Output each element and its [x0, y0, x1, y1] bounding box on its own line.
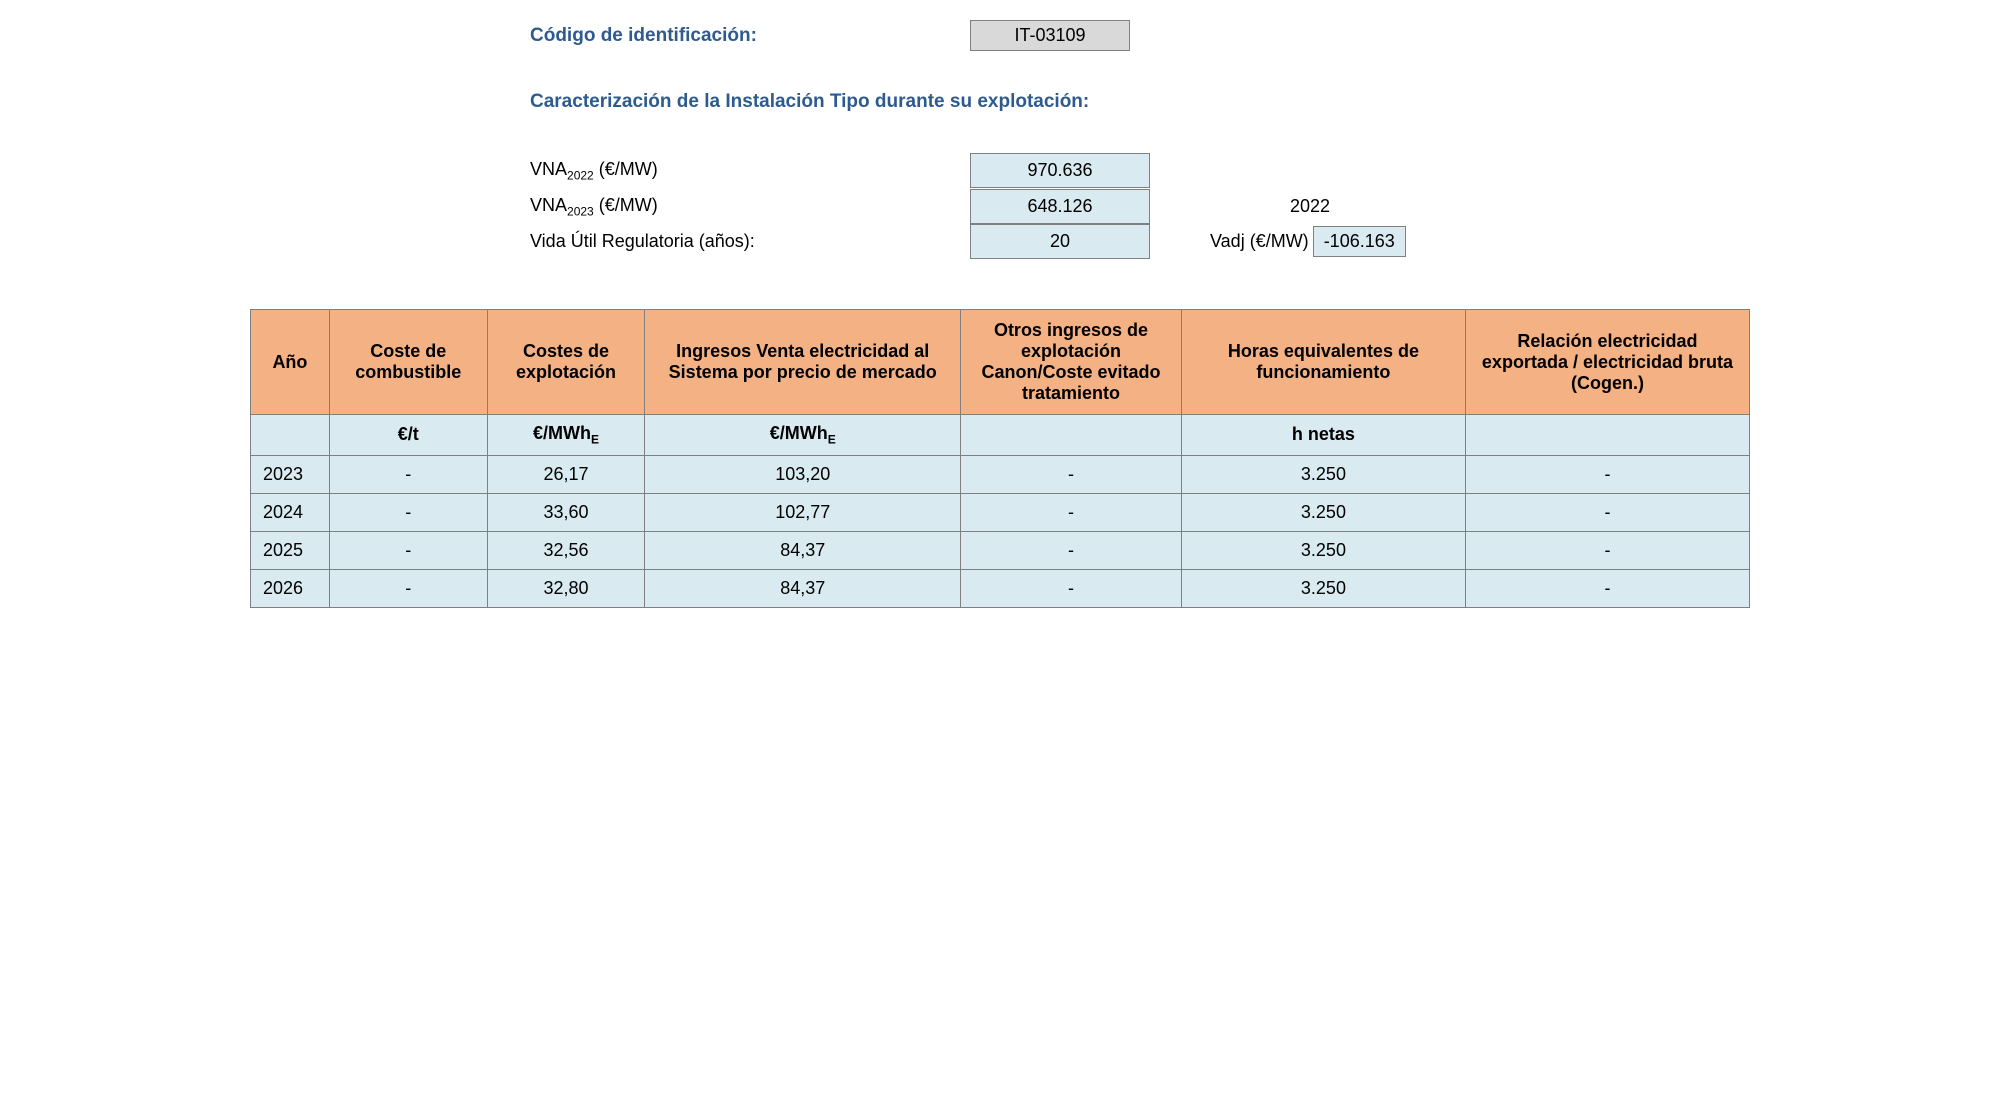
code-value-box: IT-03109: [970, 20, 1130, 51]
vna2022-row: VNA2022 (€/MW) 970.636: [530, 153, 1750, 189]
table-row: 2026-32,8084,37-3.250-: [251, 569, 1750, 607]
cell-ingresos: 102,77: [645, 493, 961, 531]
cell-combustible: -: [329, 493, 487, 531]
cell-explotacion: 26,17: [487, 455, 645, 493]
vna2023-value: 648.126: [970, 189, 1150, 224]
cell-explotacion: 32,56: [487, 531, 645, 569]
cell-relacion: -: [1465, 455, 1749, 493]
vna2022-suffix: (€/MW): [594, 159, 658, 179]
unit-horas-text: h netas: [1292, 424, 1355, 444]
cell-relacion: -: [1465, 531, 1749, 569]
cell-horas: 3.250: [1181, 455, 1465, 493]
unit-combustible: €/t: [329, 415, 487, 456]
vida-value: 20: [970, 224, 1150, 259]
header-explotacion: Costes de explotación: [487, 310, 645, 415]
cell-ingresos: 84,37: [645, 569, 961, 607]
cell-explotacion: 33,60: [487, 493, 645, 531]
cell-year: 2025: [251, 531, 330, 569]
table-row: 2024-33,60102,77-3.250-: [251, 493, 1750, 531]
header-ingresos-venta: Ingresos Venta electricidad al Sistema p…: [645, 310, 961, 415]
code-row: Código de identificación: IT-03109: [530, 20, 1750, 51]
header-relacion-sub: (Cogen.): [1571, 373, 1644, 393]
cell-combustible: -: [329, 455, 487, 493]
unit-explotacion: €/MWhE: [487, 415, 645, 456]
cell-ingresos: 103,20: [645, 455, 961, 493]
document-container: Código de identificación: IT-03109 Carac…: [250, 20, 1750, 608]
unit-ingr-prefix: €/MWh: [770, 423, 828, 443]
code-label: Código de identificación:: [530, 25, 970, 47]
unit-otros: [961, 415, 1182, 456]
cell-relacion: -: [1465, 569, 1749, 607]
header-section: Código de identificación: IT-03109 Carac…: [530, 20, 1750, 113]
cell-year: 2026: [251, 569, 330, 607]
cell-otros: -: [961, 455, 1182, 493]
cell-combustible: -: [329, 531, 487, 569]
cell-combustible: -: [329, 569, 487, 607]
table-row: 2025-32,5684,37-3.250-: [251, 531, 1750, 569]
vna2022-label: VNA2022 (€/MW): [530, 153, 970, 189]
vida-label: Vida Útil Regulatoria (años):: [530, 225, 970, 258]
cell-year: 2023: [251, 455, 330, 493]
cell-horas: 3.250: [1181, 569, 1465, 607]
header-year: Año: [251, 310, 330, 415]
vna2023-label: VNA2023 (€/MW): [530, 189, 970, 225]
header-row: Año Coste de combustible Costes de explo…: [251, 310, 1750, 415]
unit-horas: h netas: [1181, 415, 1465, 456]
cell-year: 2024: [251, 493, 330, 531]
header-relacion-text: Relación electricidad exportada / electr…: [1482, 331, 1733, 372]
vna2022-sub: 2022: [567, 169, 594, 183]
header-otros-ingresos: Otros ingresos de explotación Canon/Cost…: [961, 310, 1182, 415]
unit-expl-prefix: €/MWh: [533, 423, 591, 443]
cell-otros: -: [961, 531, 1182, 569]
vna2023-suffix: (€/MW): [594, 195, 658, 215]
table-row: 2023-26,17103,20-3.250-: [251, 455, 1750, 493]
year-side: 2022: [1260, 196, 1360, 217]
cell-ingresos: 84,37: [645, 531, 961, 569]
vna2023-sub: 2023: [567, 204, 594, 218]
cell-explotacion: 32,80: [487, 569, 645, 607]
data-table: Año Coste de combustible Costes de explo…: [250, 309, 1750, 608]
section-title: Caracterización de la Instalación Tipo d…: [530, 91, 1750, 113]
table-body: 2023-26,17103,20-3.250-2024-33,60102,77-…: [251, 455, 1750, 607]
header-horas: Horas equivalentes de funcionamiento: [1181, 310, 1465, 415]
cell-horas: 3.250: [1181, 531, 1465, 569]
header-combustible: Coste de combustible: [329, 310, 487, 415]
cell-otros: -: [961, 493, 1182, 531]
vna2023-row: VNA2023 (€/MW) 648.126 2022: [530, 189, 1750, 225]
header-relacion: Relación electricidad exportada / electr…: [1465, 310, 1749, 415]
unit-year: [251, 415, 330, 456]
unit-ingr-sub: E: [828, 433, 836, 447]
units-row: €/t €/MWhE €/MWhE h netas: [251, 415, 1750, 456]
table-head: Año Coste de combustible Costes de explo…: [251, 310, 1750, 456]
unit-combustible-text: €/t: [398, 424, 419, 444]
vna2022-prefix: VNA: [530, 159, 567, 179]
unit-expl-sub: E: [591, 433, 599, 447]
vida-row: Vida Útil Regulatoria (años): 20 Vadj (€…: [530, 224, 1750, 259]
vna2023-prefix: VNA: [530, 195, 567, 215]
cell-otros: -: [961, 569, 1182, 607]
vadj-label: Vadj (€/MW): [1210, 231, 1309, 252]
vna2022-value: 970.636: [970, 153, 1150, 188]
info-section: VNA2022 (€/MW) 970.636 VNA2023 (€/MW) 64…: [530, 153, 1750, 259]
unit-relacion: [1465, 415, 1749, 456]
unit-ingresos: €/MWhE: [645, 415, 961, 456]
vadj-value: -106.163: [1313, 226, 1406, 257]
cell-relacion: -: [1465, 493, 1749, 531]
cell-horas: 3.250: [1181, 493, 1465, 531]
